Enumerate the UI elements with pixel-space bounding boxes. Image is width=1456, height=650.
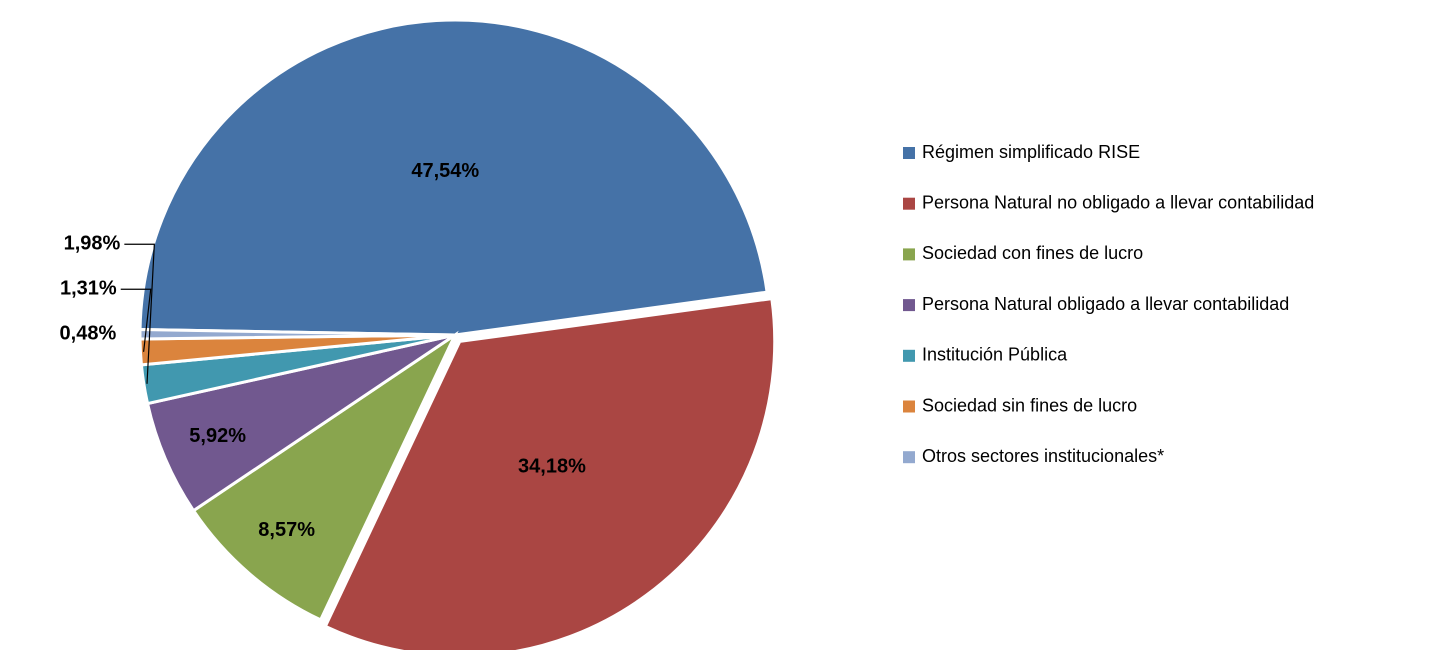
data-label: 1,98% [64, 232, 121, 254]
legend-swatch [903, 147, 915, 159]
legend-swatch [903, 451, 915, 464]
data-label: 47,54% [411, 160, 479, 182]
leader-line [120, 288, 152, 352]
pie-slice [138, 327, 456, 341]
leader-line [124, 243, 155, 384]
legend-label: Otros sectores institucionales* [922, 446, 1164, 466]
legend-label: Persona Natural no obligado a llevar con… [922, 192, 1314, 212]
pie-slice [323, 296, 777, 650]
legend-swatch [903, 197, 915, 210]
data-label: 1,31% [60, 277, 117, 299]
legend-label: Institución Pública [922, 345, 1068, 365]
legend-swatch [903, 299, 915, 312]
legend-swatch [903, 248, 915, 261]
legend-label: Régimen simplificado RISE [922, 142, 1140, 162]
legend-label: Persona Natural obligado a llevar contab… [922, 294, 1289, 314]
legend-swatch [903, 400, 915, 413]
legend-label: Sociedad con fines de lucro [922, 243, 1143, 263]
data-label: 5,92% [189, 425, 246, 447]
pie-slice [138, 18, 769, 337]
pie-slice [191, 330, 459, 622]
legend-swatch [903, 349, 915, 362]
data-label: 34,18% [518, 455, 586, 477]
data-label: 8,57% [258, 519, 315, 541]
data-label: 0,48% [60, 322, 117, 344]
legend-label: Sociedad sin fines de lucro [922, 395, 1137, 415]
